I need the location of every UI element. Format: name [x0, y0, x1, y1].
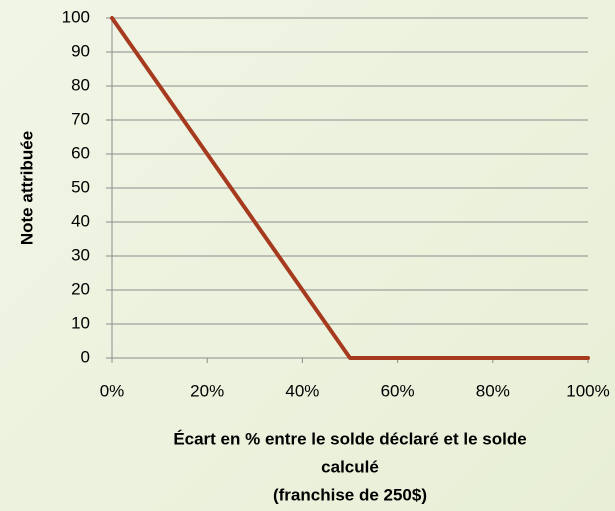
y-tick-label: 20 [71, 279, 90, 298]
y-tick-label: 90 [71, 41, 90, 60]
y-tick-label: 80 [71, 75, 90, 94]
y-tick-label: 0 [81, 347, 90, 366]
y-tick-label: 70 [71, 109, 90, 128]
x-tick-label: 0% [100, 381, 125, 400]
line [110, 16, 590, 360]
x-axis-label: (franchise de 250$) [273, 485, 427, 504]
x-tick-label: 60% [381, 381, 415, 400]
y-tick-label: 50 [71, 177, 90, 196]
x-axis-label: calculé [321, 457, 379, 476]
x-tick-label: 20% [190, 381, 224, 400]
y-tick-label: 100 [62, 7, 90, 26]
y-axis-label: Note attribuée [17, 131, 36, 245]
y-tick-label: 60 [71, 143, 90, 162]
x-axis-label: Écart en % entre le solde déclaré et le … [173, 429, 526, 448]
x-tick-label: 80% [476, 381, 510, 400]
x-tick-label: 100% [566, 381, 609, 400]
y-tick-label: 40 [71, 211, 90, 230]
y-tick-label: 10 [71, 313, 90, 332]
x-tick-label: 40% [285, 381, 319, 400]
y-tick-label: 30 [71, 245, 90, 264]
